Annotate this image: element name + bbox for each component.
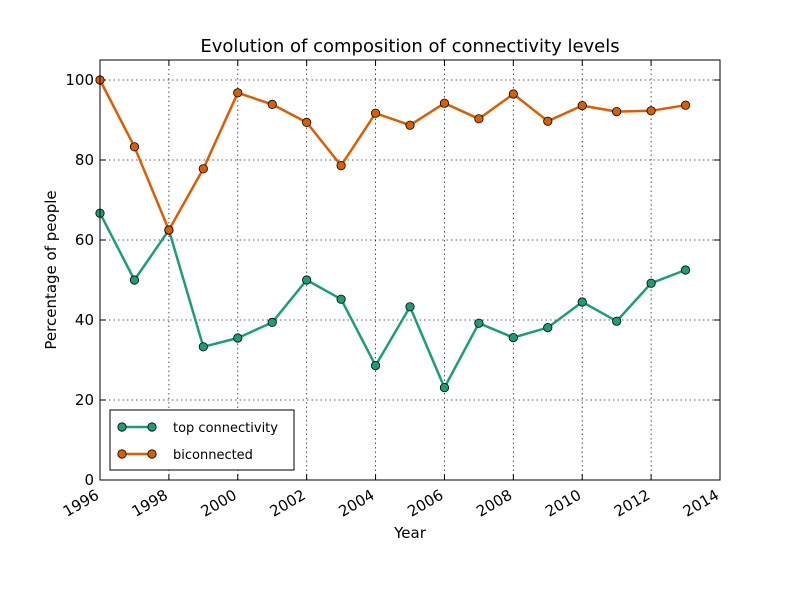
data-point-top-connectivity [543,322,553,333]
plot-area-frame [99,59,721,481]
data-point-top-connectivity [680,265,691,275]
data-point-top-connectivity [405,302,415,312]
x-tick-label: 2006 [404,486,446,521]
data-point-top-connectivity [439,382,450,393]
y-tick-label: 20 [75,391,94,409]
legend: top connectivity biconnected [109,409,295,471]
x-tick-label: 2010 [542,486,584,521]
data-point-top-connectivity [612,316,622,326]
y-tick-label: 0 [84,471,94,489]
y-tick-label: 80 [75,151,94,169]
data-point-top-connectivity [474,318,484,328]
legend-label: top connectivity [173,421,278,436]
series-lines [95,75,691,393]
data-point-biconnected [164,225,174,235]
chart-title: Evolution of composition of connectivity… [200,36,619,57]
x-tick-label: 2004 [335,486,377,521]
data-point-top-connectivity [646,278,656,288]
y-tick-label: 60 [75,231,94,249]
x-tick-label: 2008 [473,486,515,521]
x-tick-label: 1996 [60,486,102,521]
legend-item-biconnected: biconnected [117,448,253,463]
legend-swatch-marker [117,449,127,459]
data-point-biconnected [577,101,587,111]
x-tick-label: 2012 [611,486,653,521]
data-point-biconnected [302,117,312,128]
y-tick-label: 100 [65,71,94,89]
data-point-biconnected [198,164,208,174]
data-point-biconnected [336,161,346,171]
y-axis-label: Percentage of people [42,190,60,349]
data-point-top-connectivity [508,332,518,343]
data-point-biconnected [680,100,691,110]
data-point-biconnected [508,89,518,99]
x-tick-label: 2002 [267,486,309,521]
data-point-top-connectivity [233,333,243,343]
data-point-top-connectivity [577,297,587,307]
data-point-biconnected [405,120,415,130]
x-axis-label: Year [393,524,427,542]
y-tick-label: 40 [75,311,94,329]
data-point-biconnected [439,98,450,108]
data-point-top-connectivity [198,342,208,352]
data-point-top-connectivity [302,275,312,285]
legend-swatch-marker [147,449,157,459]
legend-box [109,409,295,471]
x-tick-label: 2000 [198,486,240,521]
x-tick-label: 1998 [129,486,171,521]
data-point-top-connectivity [267,317,277,327]
series-line-biconnected [98,79,686,232]
data-point-biconnected [474,114,484,124]
data-point-biconnected [646,106,656,116]
series-line-top-connectivity [98,212,687,389]
series-biconnected [95,75,691,235]
legend-item-top-connectivity: top connectivity [117,421,278,436]
data-point-top-connectivity [129,275,140,285]
data-point-biconnected [370,108,381,118]
data-point-top-connectivity [370,360,381,371]
data-point-biconnected [612,107,622,117]
data-point-biconnected [129,142,140,152]
data-point-biconnected [233,88,243,98]
data-point-biconnected [543,116,553,126]
series-top-connectivity [95,208,691,393]
legend-swatch-marker [147,422,157,432]
legend-swatch-marker [117,422,127,432]
x-tick-label: 2014 [680,486,722,521]
legend-label: biconnected [173,448,253,463]
data-point-top-connectivity [336,294,346,304]
data-point-biconnected [267,99,277,110]
